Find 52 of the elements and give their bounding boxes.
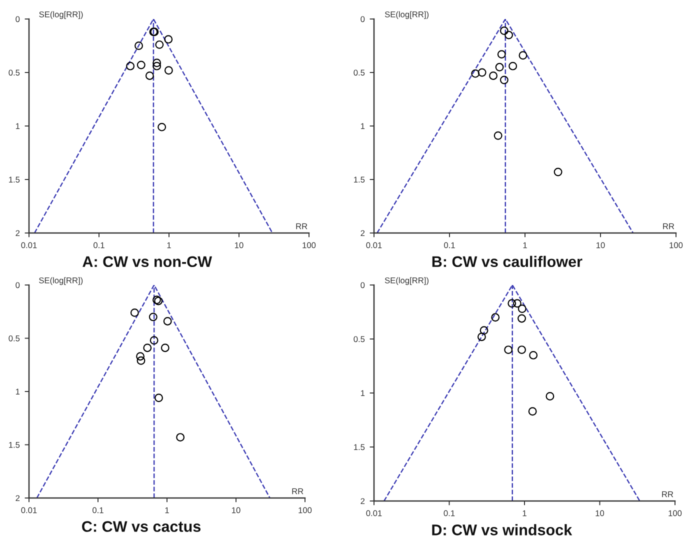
y-axis-title: SE(log[RR]) [39,11,83,19]
x-tick-label: 0.01 [21,242,37,248]
x-tick-label: 10 [596,510,604,516]
y-axis-title: SE(log[RR]) [39,277,83,285]
x-tick-label: 1 [523,242,527,248]
x-tick-label: 1 [522,510,526,516]
x-tick-label: 100 [298,507,312,514]
x-tick-label: 0.01 [366,510,382,516]
y-tick-label: 0.5 [8,335,20,342]
x-tick-label: 0.1 [444,510,455,516]
y-tick-label: 1.5 [354,176,365,183]
x-tick-label: 0.1 [94,242,104,248]
y-tick-label: 1 [16,388,20,395]
text: C: CW vs cactus [82,521,201,532]
x-axis-title: RR [663,223,674,230]
x-tick-label: 10 [596,242,605,248]
y-tick-label: 0 [360,16,365,22]
x-tick-label: 10 [232,507,240,514]
x-tick-label: 0.1 [444,242,455,248]
x-axis-title: RR [292,488,304,494]
x-tick-label: 0.01 [366,242,382,248]
y-tick-label: 0 [360,282,365,288]
y-tick-label: 2 [360,498,365,504]
y-axis-title: SE(log[RR]) [384,11,429,19]
y-axis-title: SE(log[RR]) [384,277,428,285]
y-tick-label: 0.5 [8,70,20,76]
y-tick-label: 0 [16,16,20,22]
x-tick-label: 100 [670,242,683,248]
x-tick-label: 0.01 [21,507,37,514]
x-tick-label: 1 [167,242,171,248]
y-tick-label: 2 [16,230,20,236]
x-tick-label: 100 [668,510,682,516]
y-tick-label: 1.5 [354,444,365,450]
y-tick-label: 0.5 [354,70,365,76]
x-tick-label: 1 [165,507,169,514]
x-tick-label: 10 [235,242,244,248]
y-tick-label: 2 [16,495,20,502]
x-tick-label: 0.1 [92,507,104,514]
y-tick-label: 0.5 [354,336,365,342]
y-tick-label: 0 [16,282,20,288]
y-tick-label: 1.5 [9,442,20,448]
x-axis-title: RR [662,491,674,498]
text: B: CW vs cauliflower [432,256,582,268]
y-tick-label: 1 [16,123,20,130]
text: A: CW vs non-CW [82,256,212,268]
x-tick-label: 100 [302,242,316,248]
y-tick-label: 2 [360,230,365,236]
y-tick-label: 1.5 [9,176,20,183]
y-tick-label: 1 [360,123,365,130]
text: D: CW vs windsock [432,524,572,536]
x-axis-title: RR [296,223,308,230]
y-tick-label: 1 [360,390,365,396]
